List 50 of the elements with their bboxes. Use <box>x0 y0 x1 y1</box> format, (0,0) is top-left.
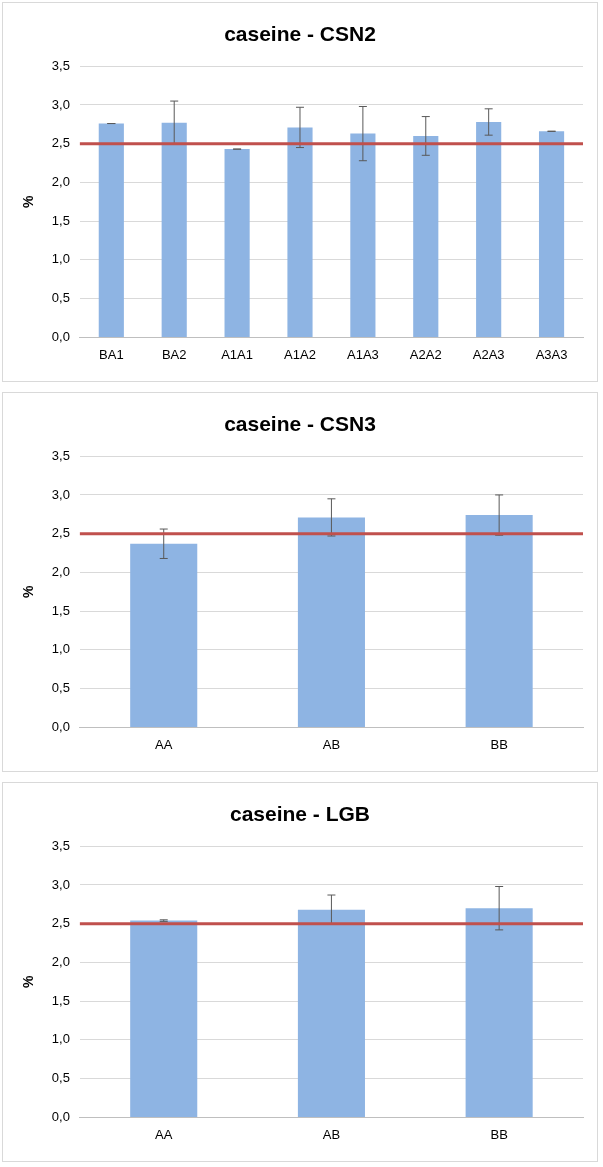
y-tick-label: 3,0 <box>51 96 70 112</box>
y-tick-label: 3,0 <box>51 876 70 892</box>
y-tick-label: 3,5 <box>51 57 70 73</box>
y-tick-label: 3,0 <box>51 486 70 502</box>
x-tick-label: A1A1 <box>221 346 254 362</box>
y-axis-title: % <box>20 585 37 599</box>
y-tick-label: 2,0 <box>51 174 70 190</box>
x-tick-label: AB <box>322 736 341 752</box>
y-tick-label: 0,0 <box>51 328 70 344</box>
x-tick-label: BA1 <box>99 346 124 362</box>
x-tick-label: AB <box>322 1126 341 1142</box>
y-tick-label: 1,5 <box>51 992 70 1008</box>
x-tick-label: BB <box>490 1126 508 1142</box>
chart-title: caseine - CSN3 <box>224 412 376 436</box>
bar <box>130 920 198 1117</box>
x-tick-label: BB <box>490 736 508 752</box>
y-tick-label: 1,5 <box>51 212 70 228</box>
y-tick-label: 1,0 <box>51 1031 70 1047</box>
chart-title: caseine - LGB <box>229 802 371 826</box>
y-tick-label: 1,5 <box>51 602 70 618</box>
bar <box>465 908 533 1117</box>
bar <box>297 909 365 1117</box>
y-tick-label: 2,0 <box>51 564 70 580</box>
y-tick-label: 0,5 <box>51 680 70 696</box>
y-tick-label: 2,5 <box>51 915 70 931</box>
y-tick-label: 1,0 <box>51 641 70 657</box>
y-tick-label: 2,0 <box>51 954 70 970</box>
y-tick-label: 0,0 <box>51 718 70 734</box>
chart-title: caseine - CSN2 <box>224 22 376 46</box>
x-tick-label: A1A2 <box>284 346 316 362</box>
bar <box>130 543 198 727</box>
x-tick-label: A2A2 <box>409 346 442 362</box>
x-tick-label: AA <box>155 1126 173 1142</box>
y-tick-label: 2,5 <box>51 525 70 541</box>
y-tick-label: 0,5 <box>51 290 70 306</box>
y-tick-label: 1,0 <box>51 251 70 267</box>
y-axis-title: % <box>20 195 37 209</box>
x-tick-label: A2A3 <box>472 346 505 362</box>
y-tick-label: 0,5 <box>51 1070 70 1086</box>
y-tick-label: 0,0 <box>51 1108 70 1124</box>
bar <box>465 515 533 727</box>
y-tick-label: 2,5 <box>51 135 70 151</box>
bar <box>297 517 365 727</box>
y-axis-title: % <box>20 975 37 989</box>
x-tick-label: A3A3 <box>535 346 568 362</box>
y-tick-label: 3,5 <box>51 837 70 853</box>
x-tick-label: AA <box>155 736 173 752</box>
x-tick-label: A1A3 <box>346 346 379 362</box>
x-tick-label: BA2 <box>161 346 187 362</box>
y-tick-label: 3,5 <box>51 447 70 463</box>
